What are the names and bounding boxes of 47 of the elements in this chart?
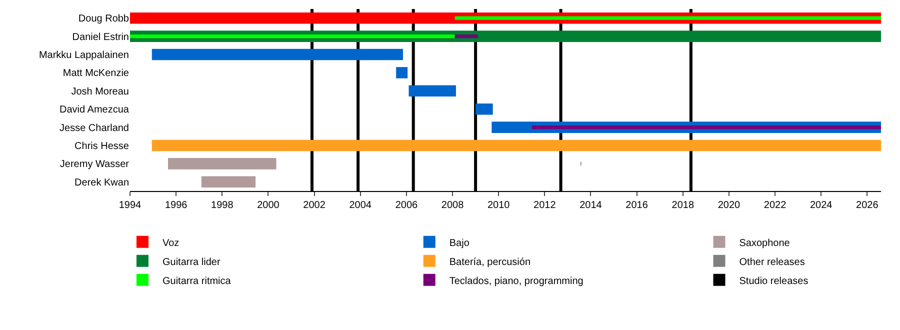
x-tick-label: 2020	[718, 200, 741, 211]
bar	[532, 125, 881, 130]
x-tick-label: 2026	[856, 200, 879, 211]
bar	[168, 158, 276, 170]
x-tick-label: 2008	[441, 200, 464, 211]
x-tick-label: 2018	[672, 200, 694, 211]
bar	[408, 85, 456, 97]
x-tick-label: 2012	[534, 200, 556, 211]
bar	[454, 34, 478, 38]
x-tick-label: 1996	[164, 200, 188, 211]
legend-label: Teclados, piano, programming	[449, 276, 584, 287]
x-tick-label: 2000	[257, 200, 280, 211]
y-tick-label: Matt McKenzie	[62, 68, 130, 80]
legend-label: Guitarra ritmica	[162, 276, 232, 287]
legend-label: Guitarra lider	[162, 256, 221, 268]
y-tick-label: Markku Lappalainen	[38, 50, 129, 61]
y-tick-label: David Amezcua	[60, 104, 130, 116]
x-tick-label: 2002	[303, 200, 326, 211]
y-tick-label: Derek Kwan	[74, 177, 129, 188]
x-tick-label: 2014	[580, 200, 602, 211]
x-tick-label: 2010	[487, 200, 510, 211]
x-tick-label: 2016	[626, 200, 648, 211]
bar	[152, 48, 403, 60]
y-tick-label: Chris Hesse	[74, 141, 130, 152]
y-tick-label: Daniel Estrin	[72, 32, 129, 43]
x-tick-label: 1998	[211, 200, 234, 211]
legend-label: Voz	[162, 238, 180, 249]
legend-label: Bajo	[449, 238, 470, 249]
legend-label: Saxophone	[739, 238, 790, 249]
x-tick-label: 1994	[118, 200, 142, 211]
x-tick-label: 2006	[395, 200, 418, 211]
legend-label: Batería, percusión	[449, 256, 531, 268]
bar	[201, 176, 256, 188]
bar	[454, 16, 881, 20]
y-tick-label: Jesse Charland	[60, 122, 129, 134]
x-tick-label: 2024	[810, 200, 833, 211]
y-tick-label: Jeremy Wasser	[60, 159, 130, 170]
legend-label: Other releases	[739, 256, 805, 268]
y-tick-label: Doug Robb	[78, 14, 130, 25]
bar	[152, 140, 881, 152]
bar	[396, 67, 408, 78]
bar	[476, 103, 493, 115]
bar	[130, 34, 455, 38]
y-tick-label: Josh Moreau	[71, 86, 129, 98]
x-tick-label: 2022	[764, 200, 787, 211]
x-tick-label: 2004	[349, 200, 372, 211]
legend-label: Studio releases	[739, 276, 808, 287]
